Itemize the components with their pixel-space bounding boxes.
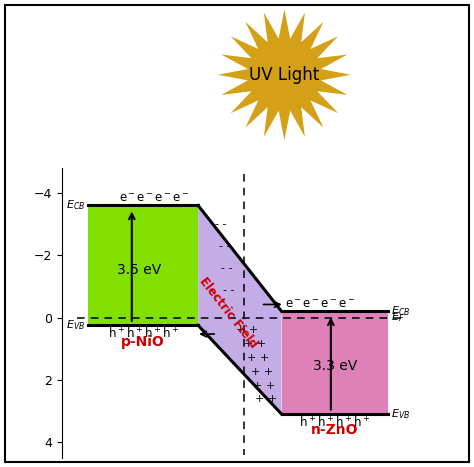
Text: n-ZnO: n-ZnO — [311, 423, 358, 437]
Text: $E_F$: $E_F$ — [391, 311, 404, 325]
Text: 3.5 eV: 3.5 eV — [117, 263, 162, 277]
Text: + +: + + — [244, 339, 266, 349]
Text: e$^-$e$^-$e$^-$e$^-$: e$^-$e$^-$e$^-$e$^-$ — [119, 192, 190, 205]
Text: - -: - - — [221, 263, 232, 273]
Text: $E_{VB}$: $E_{VB}$ — [391, 407, 410, 421]
Bar — [88, 205, 198, 325]
Text: + +: + + — [247, 353, 270, 363]
Text: h$^+$h$^+$h$^+$h$^+$: h$^+$h$^+$h$^+$h$^+$ — [299, 415, 370, 431]
Text: + +: + + — [255, 394, 277, 403]
Text: 3.3 eV: 3.3 eV — [312, 359, 357, 373]
Text: - -: - - — [219, 241, 230, 251]
Text: UV Light: UV Light — [249, 66, 319, 84]
Text: Electric Field: Electric Field — [197, 275, 260, 351]
Text: - -: - - — [223, 284, 234, 295]
Text: h$^+$h$^+$h$^+$h$^+$: h$^+$h$^+$h$^+$h$^+$ — [108, 326, 179, 342]
Text: + +: + + — [251, 367, 273, 377]
Text: $E_{CB}$: $E_{CB}$ — [66, 198, 85, 212]
Polygon shape — [198, 205, 282, 414]
Text: + +: + + — [253, 381, 275, 391]
Text: - -: - - — [215, 219, 227, 229]
Bar — [282, 311, 388, 414]
Text: $E_{VB}$: $E_{VB}$ — [66, 318, 85, 332]
Text: $E_{CB}$: $E_{CB}$ — [391, 304, 410, 318]
Text: p-NiO: p-NiO — [121, 335, 165, 349]
Text: e$^-$e$^-$e$^-$e$^-$: e$^-$e$^-$e$^-$e$^-$ — [285, 298, 356, 311]
Text: + +: + + — [236, 325, 258, 335]
